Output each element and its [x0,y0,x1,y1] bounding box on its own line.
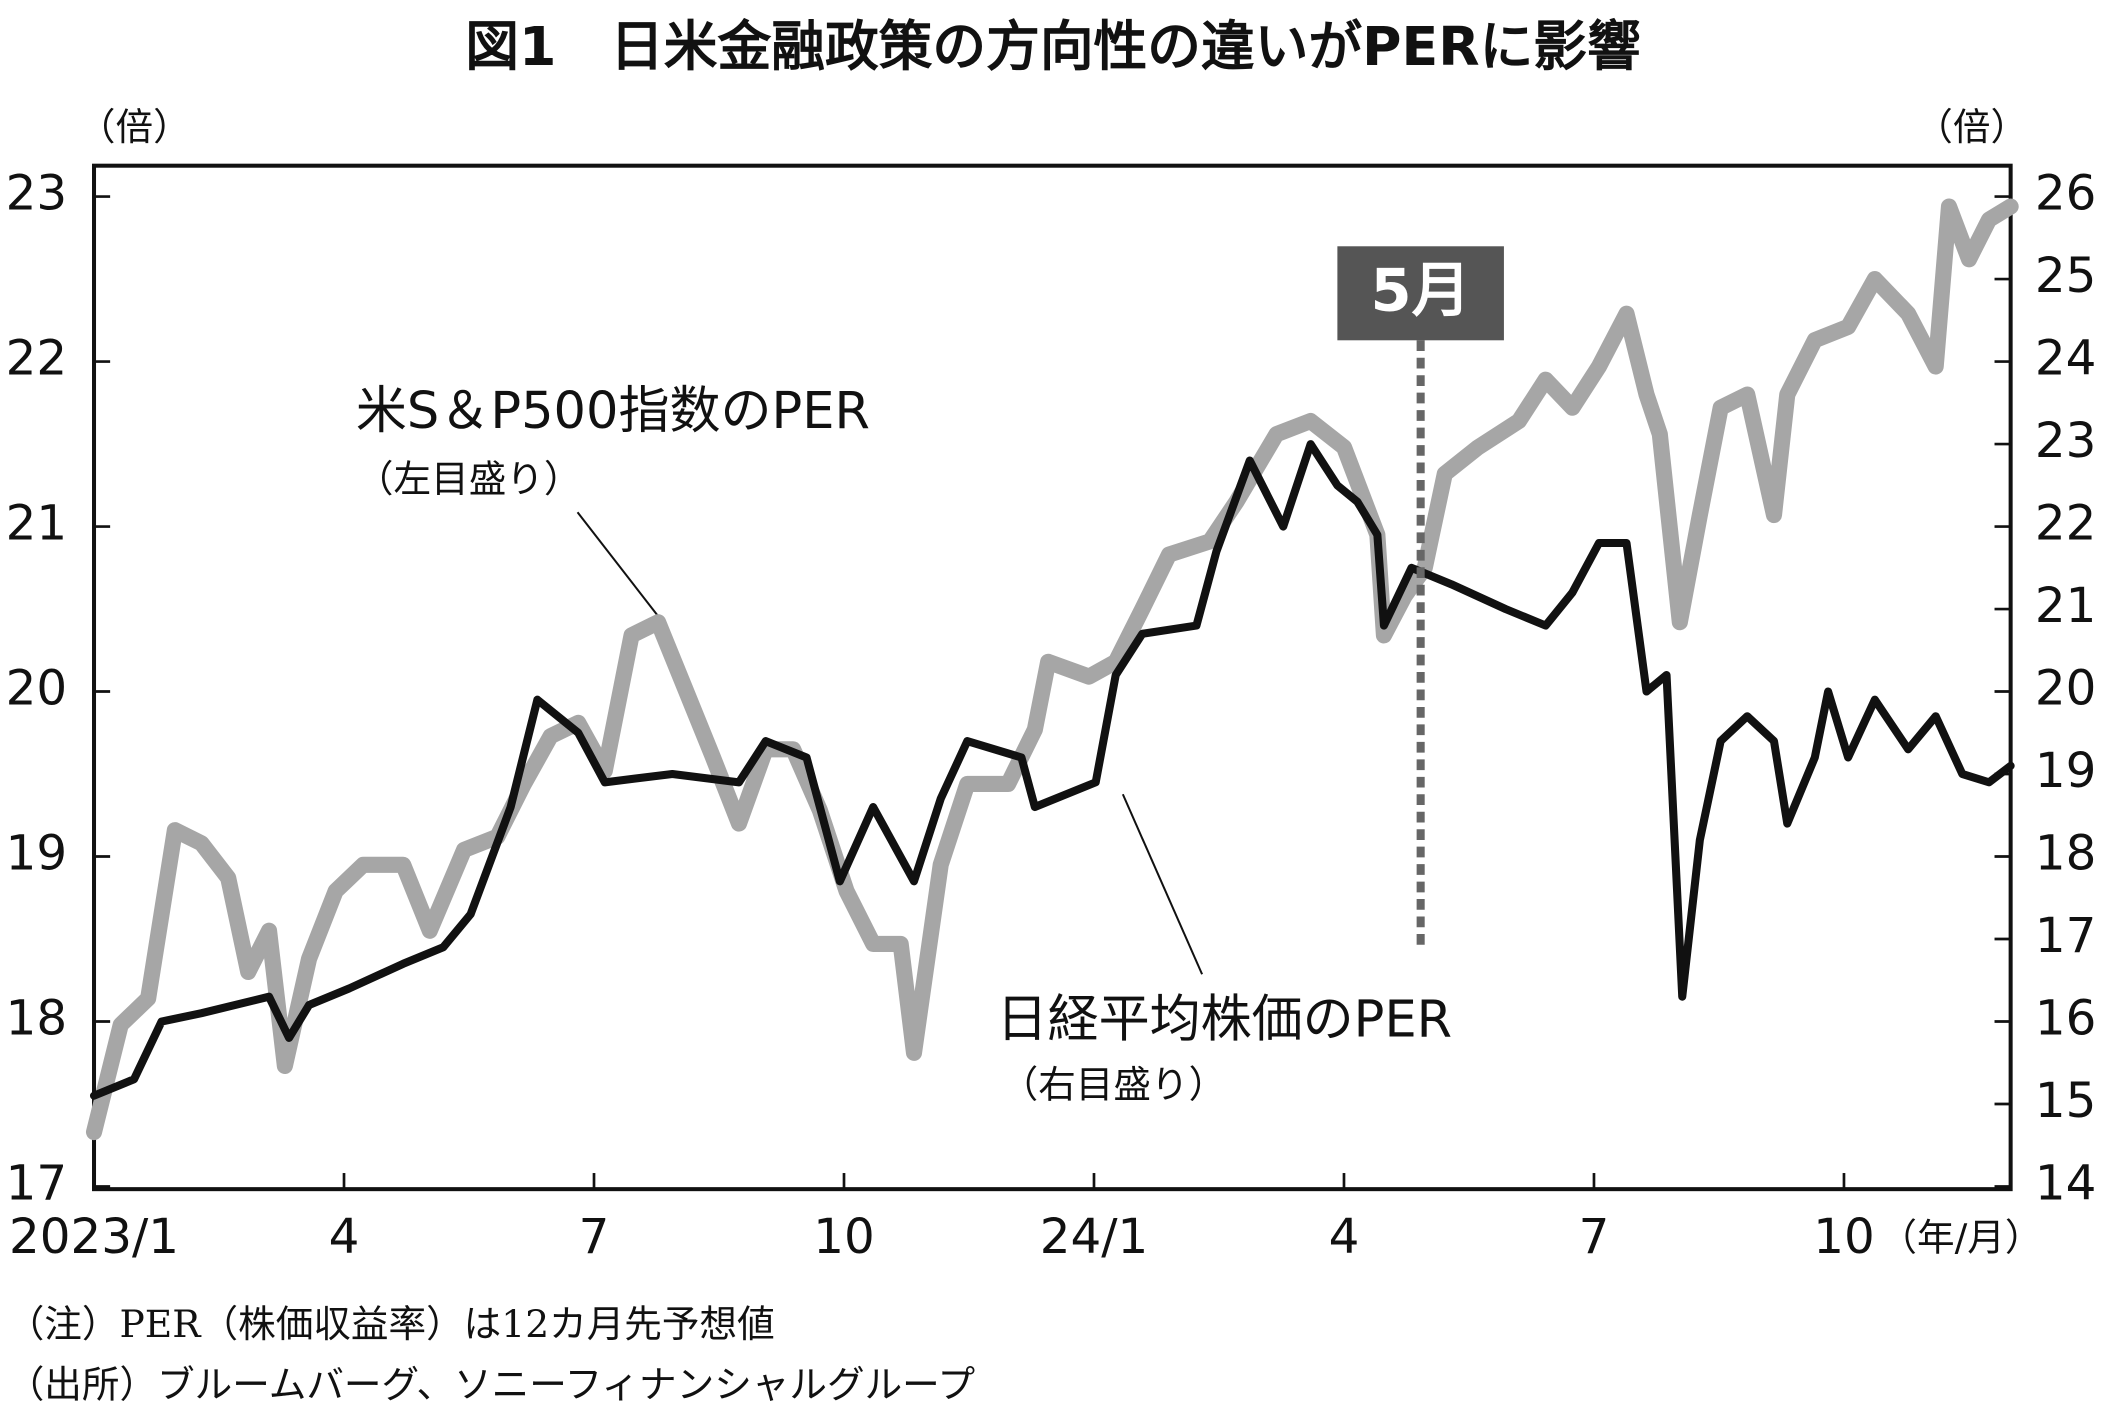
series-label: 日経平均株価のPER [997,991,1453,1050]
y2-tick-label: 15 [2035,1073,2097,1129]
x-tick-label: 10 [1813,1209,1875,1265]
series-line [85,198,2019,1141]
series-line [89,440,2015,1100]
leader-line [576,511,662,621]
y-tick-label: 18 [6,990,68,1046]
note: （注）PER（株価収益率）は12カ月先予想値 [7,1302,775,1346]
note: （出所）ブルームバーグ、ソニーフィナンシャルグループ [7,1362,975,1406]
y2-unit: （倍） [1915,105,2028,149]
y2-tick-label: 21 [2035,578,2097,634]
y-tick-label: 21 [6,496,68,552]
y2-tick-label: 22 [2035,496,2097,552]
x-unit: （年/月） [1879,1216,2042,1260]
x-tick-label: 4 [1329,1209,1360,1265]
x-tick-label: 10 [813,1209,875,1265]
y2-tick-label: 19 [2035,743,2097,799]
plot-frame [92,163,2013,1192]
y2-tick-label: 18 [2035,826,2097,882]
y-tick-label: 19 [6,826,68,882]
y2-tick-label: 23 [2035,413,2097,469]
y-unit: （倍） [78,105,191,149]
y2-tick-label: 16 [2035,990,2097,1046]
y2-tick-label: 14 [2035,1155,2097,1211]
y-tick-label: 17 [6,1155,68,1211]
y-tick-label: 20 [6,661,68,717]
y-tick-label: 23 [6,166,68,222]
y-tick-label: 22 [6,331,68,387]
x-tick-label: 4 [329,1209,360,1265]
x-tick-label: 7 [579,1209,610,1265]
marker-box [1337,246,1504,341]
series-note: （右目盛り） [1001,1063,1227,1107]
series-note: （左目盛り） [356,457,582,501]
leader-line [1121,793,1204,975]
x-tick-label: 24/1 [1040,1209,1149,1265]
y2-tick-label: 25 [2035,248,2097,304]
marker-label: 5月 [1371,256,1471,325]
x-tick-label: 7 [1579,1209,1610,1265]
y2-tick-label: 20 [2035,661,2097,717]
chart-title: 図1 日米金融政策の方向性の違いがPERに影響 [465,15,1640,78]
series-label: 米S＆P500指数のPER [356,382,870,441]
y2-tick-label: 26 [2035,166,2097,222]
y2-tick-label: 24 [2035,331,2097,387]
y2-tick-label: 17 [2035,908,2097,964]
x-tick-label: 2023/1 [9,1209,179,1265]
